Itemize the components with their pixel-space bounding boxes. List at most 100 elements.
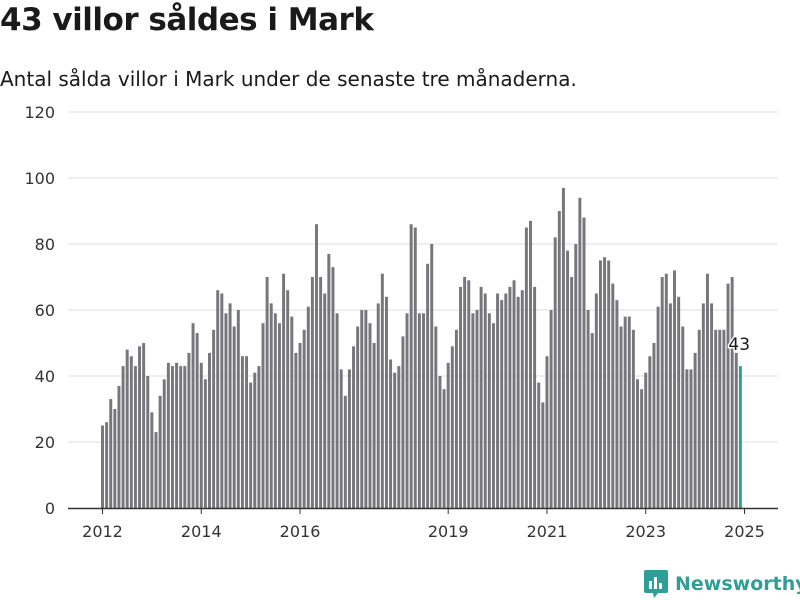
bar <box>282 273 286 508</box>
bar <box>306 306 310 508</box>
bar <box>483 293 487 508</box>
bar <box>627 316 631 508</box>
bar <box>360 310 364 508</box>
bar <box>179 366 183 508</box>
bar <box>463 277 467 508</box>
y-tick-label: 120 <box>24 103 55 122</box>
bar <box>277 323 281 508</box>
bar <box>109 399 113 508</box>
bar <box>199 362 203 508</box>
bar <box>380 273 384 508</box>
bar <box>652 343 656 508</box>
bar <box>734 352 738 508</box>
bar <box>673 270 677 508</box>
bar <box>352 346 356 508</box>
y-tick-label: 60 <box>35 301 55 320</box>
x-tick-label: 2023 <box>625 522 666 541</box>
bar <box>590 333 594 508</box>
bar <box>376 303 380 508</box>
bar <box>664 273 668 508</box>
bar <box>512 280 516 508</box>
x-tick-label: 2012 <box>82 522 123 541</box>
bar <box>417 313 421 508</box>
bar <box>253 372 257 508</box>
bar <box>331 267 335 508</box>
bar <box>611 283 615 508</box>
bar <box>668 303 672 508</box>
bar <box>586 310 590 508</box>
bar <box>101 425 104 508</box>
bar <box>677 296 681 508</box>
y-tick-label: 0 <box>45 499 55 518</box>
y-tick-label: 20 <box>35 433 55 452</box>
bar <box>212 329 216 508</box>
bar <box>578 197 582 509</box>
bar <box>129 356 133 508</box>
x-tick-label: 2025 <box>724 522 765 541</box>
bar <box>105 422 109 508</box>
x-tick-label: 2019 <box>428 522 469 541</box>
newsworthy-logo-icon <box>644 570 668 598</box>
bar <box>121 366 125 508</box>
bar <box>236 310 240 508</box>
bars <box>101 187 742 509</box>
bar <box>541 402 545 508</box>
bar <box>364 310 368 508</box>
x-tick-label: 2014 <box>181 522 222 541</box>
bar <box>561 187 565 508</box>
bar <box>323 293 327 508</box>
bar <box>570 277 574 508</box>
bar <box>183 366 187 508</box>
bar <box>294 352 298 508</box>
bar <box>574 244 578 508</box>
bar <box>125 349 129 508</box>
bar <box>310 277 314 508</box>
bar-highlight <box>738 366 742 508</box>
bar <box>660 277 664 508</box>
newsworthy-logo[interactable]: Newsworthy <box>643 569 800 599</box>
bar <box>401 336 405 508</box>
bar <box>397 366 401 508</box>
bar <box>475 310 479 508</box>
bar <box>240 356 244 508</box>
bar <box>726 283 730 508</box>
bar <box>640 389 644 508</box>
highlight-value-label: 43 <box>728 335 750 355</box>
x-tick-label: 2016 <box>280 522 321 541</box>
y-tick-label: 40 <box>35 367 55 386</box>
bar <box>232 326 236 508</box>
bar <box>516 296 520 508</box>
bar <box>426 263 430 508</box>
bar <box>384 296 388 508</box>
bar <box>648 356 652 508</box>
bar <box>459 286 463 508</box>
bar <box>203 379 207 508</box>
bar <box>269 303 273 508</box>
bar <box>615 300 619 508</box>
bar <box>693 352 697 508</box>
brand-name: Newsworthy <box>675 573 800 595</box>
axes <box>68 507 778 514</box>
bar <box>133 366 137 508</box>
bar <box>434 326 438 508</box>
bar <box>710 303 714 508</box>
x-tick-label: 2021 <box>527 522 568 541</box>
chart-subtitle: Antal sålda villor i Mark under de senas… <box>0 67 577 91</box>
bar <box>623 316 627 508</box>
bar <box>705 273 709 508</box>
bar <box>656 306 660 508</box>
bar <box>685 369 689 508</box>
bar <box>487 313 491 508</box>
bar <box>142 343 146 508</box>
bar <box>208 352 211 508</box>
bar <box>302 329 306 508</box>
bar <box>175 362 179 508</box>
bar <box>718 329 722 508</box>
labels: 0 20 40 60 80 100 120 2012 2014 2016 2019 2021 2023 2… <box>24 103 764 541</box>
bar <box>409 224 413 508</box>
bar <box>146 376 150 508</box>
bar <box>347 369 351 508</box>
bar <box>195 333 199 508</box>
bar <box>549 310 553 508</box>
bar <box>636 379 639 508</box>
